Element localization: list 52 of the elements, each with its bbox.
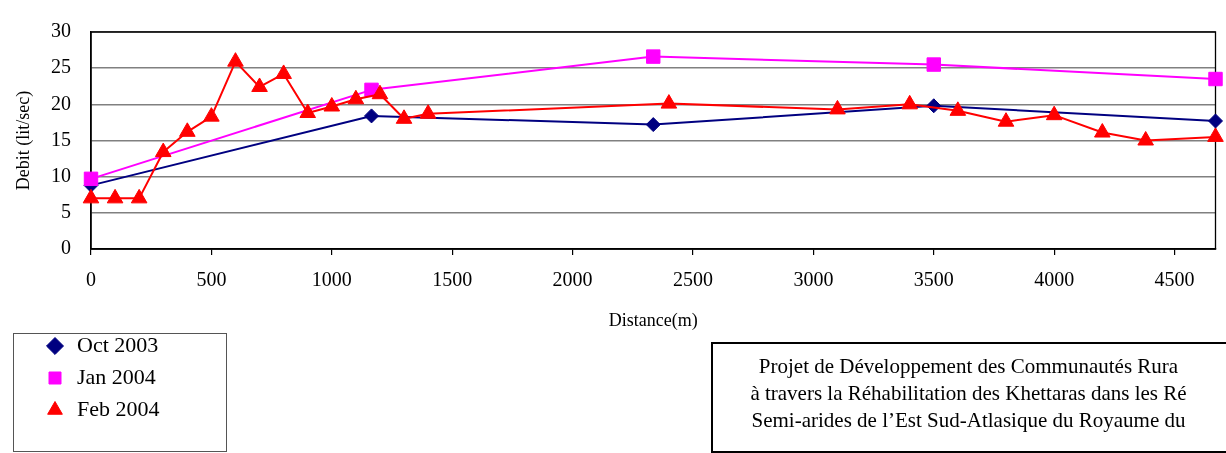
y-tick-label: 0 [61,236,71,259]
point [323,97,341,112]
point [660,94,678,109]
text: Projet de Développement des Communautés Rura à travers la Réhabilitation des Khettaras dans les Ré Semi-arides de l’Est Sud-Atlasique du Royaume du [749,353,1188,434]
point [130,188,148,204]
x-tick-label: 4000 [1034,268,1075,291]
y-tick-label: 20 [51,91,71,114]
x-tick-label: 1500 [432,268,473,291]
point [299,103,317,119]
x-tick-label: 1000 [311,268,352,291]
x-tick-label: 0 [86,268,96,291]
point [1207,127,1224,142]
x-tick-label: 500 [196,268,227,291]
legend-label: Oct 2003 [77,331,159,357]
x-tick-label: 3500 [913,268,954,291]
point [371,84,389,100]
point [106,188,124,204]
point [1208,71,1223,87]
point [251,77,268,92]
y-tick-label: 15 [51,127,71,150]
x-tick-label: 3000 [793,268,834,291]
y-tick-label: 30 [51,19,71,42]
x-tick-label: 2000 [552,268,593,291]
legend-label: Feb 2004 [77,395,160,421]
point [1208,113,1223,129]
point [1094,123,1111,138]
point [1137,131,1154,146]
point [82,188,100,204]
point [227,52,244,67]
point [347,89,365,105]
point [364,108,380,124]
point [179,122,196,137]
point [419,104,437,119]
point [646,49,661,64]
y-tick-label: 10 [51,163,71,186]
point [901,94,918,110]
y-axis-title: Debit (lit/sec) [12,90,34,191]
point [154,142,172,158]
point [203,107,220,122]
y-tick-label: 5 [61,200,71,223]
legend-label: Jan 2004 [77,363,156,389]
point [1045,105,1063,121]
point [949,101,967,116]
point [926,57,941,72]
point [997,112,1015,127]
point [829,99,846,115]
x-tick-label: 4500 [1154,268,1195,291]
point [395,109,413,124]
y-tick-label: 25 [51,55,71,78]
x-axis-title: Distance(m) [608,309,698,331]
point [275,64,292,79]
x-tick-label: 2500 [672,268,713,291]
